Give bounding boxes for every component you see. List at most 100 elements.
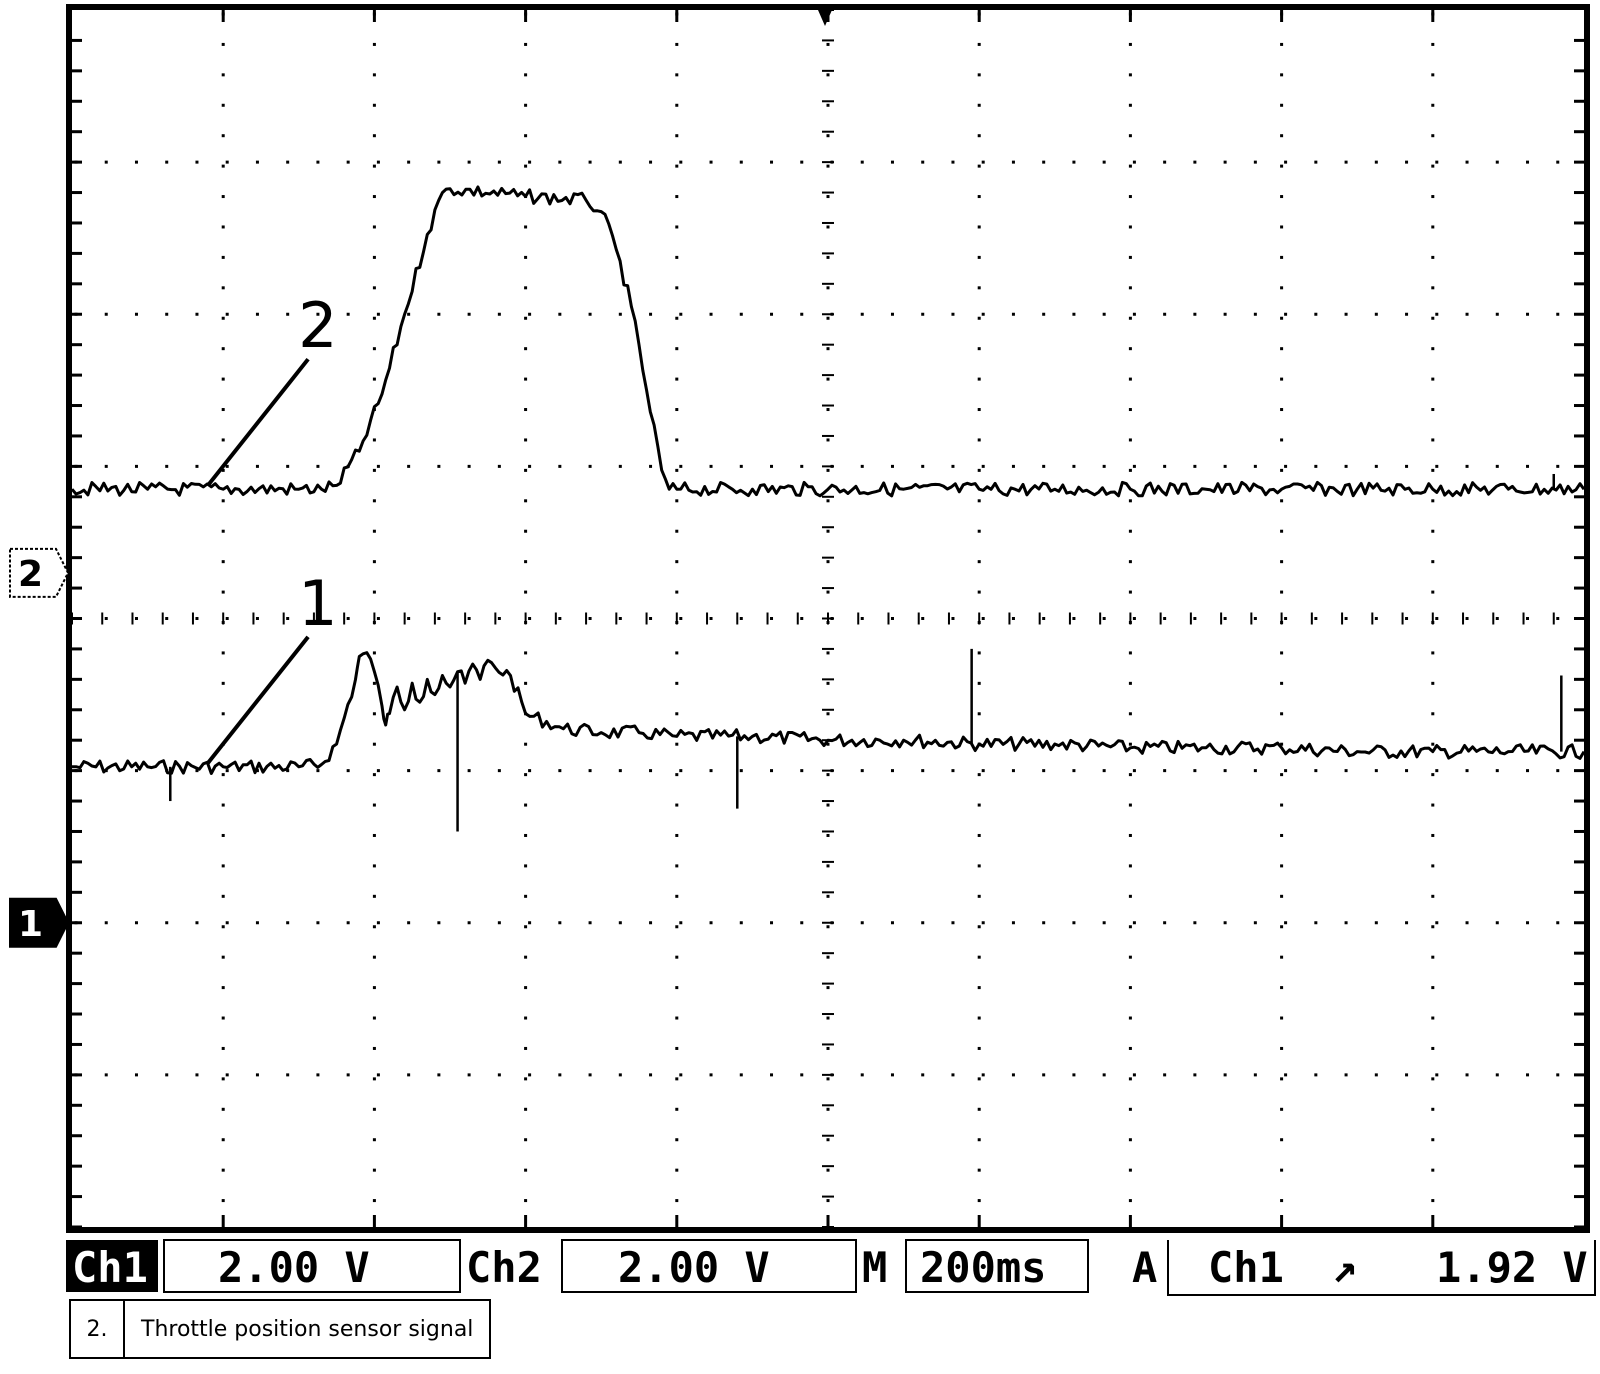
grid-dot	[1102, 312, 1106, 316]
grid-dot	[372, 1016, 376, 1020]
grid-dot	[221, 560, 225, 564]
grid-dot	[675, 255, 679, 259]
grid-dot	[165, 617, 169, 620]
grid-dot	[316, 769, 320, 773]
grid-dot	[528, 160, 532, 164]
grid-dot	[1431, 438, 1435, 442]
grid-dot	[1163, 312, 1167, 316]
grid-dot	[890, 160, 894, 164]
grid-dot	[286, 921, 290, 925]
trace-label-ch1: 1	[298, 567, 337, 640]
grid-dot	[558, 160, 562, 164]
grid-dot	[675, 103, 679, 107]
grid-dot	[1042, 464, 1046, 468]
grid-dot	[826, 164, 830, 168]
grid-dot	[104, 160, 108, 164]
grid-dot	[1465, 769, 1469, 773]
grid-dot	[1431, 255, 1435, 259]
grid-dot	[437, 769, 441, 773]
grid-dot	[524, 377, 528, 381]
grid-dot	[981, 921, 985, 925]
grid-dot	[675, 73, 679, 77]
grid-dot	[1072, 312, 1076, 316]
grid-dot	[1526, 464, 1530, 468]
grid-dot	[1102, 617, 1106, 620]
grid-dot	[1128, 195, 1132, 199]
grid-dot	[675, 560, 679, 564]
grid-dot	[1128, 255, 1132, 259]
grid-dot	[1314, 160, 1318, 164]
grid-dot	[1280, 925, 1284, 929]
grid-dot	[588, 617, 592, 620]
grid-dot	[1280, 408, 1284, 412]
grid-dot	[1128, 499, 1132, 503]
grid-dot	[372, 42, 376, 46]
grid-dot	[890, 769, 894, 773]
trace-label-leader-ch1	[206, 635, 310, 765]
grid-dot	[1465, 921, 1469, 925]
grid-dot	[1280, 742, 1284, 746]
grid-dot	[1072, 160, 1076, 164]
grid-dot	[528, 464, 532, 468]
grid-dot	[221, 712, 225, 716]
grid-dot	[407, 617, 411, 620]
grid-dot	[709, 1073, 713, 1077]
trace-ch1	[71, 651, 1586, 775]
grid-dot	[675, 1046, 679, 1050]
grid-dot	[286, 617, 290, 620]
grid-dot	[1011, 1073, 1015, 1077]
grid-dot	[372, 347, 376, 351]
grid-dot	[195, 312, 199, 316]
grid-dot	[221, 499, 225, 503]
grid-dot	[890, 464, 894, 468]
grid-dot	[221, 408, 225, 412]
grid-dot	[675, 164, 679, 168]
grid-dot	[977, 651, 981, 655]
grid-dot	[195, 921, 199, 925]
grid-dot	[1314, 312, 1318, 316]
grid-dot	[1405, 617, 1409, 620]
grid-dot	[372, 712, 376, 716]
grid-dot	[372, 742, 376, 746]
grid-dot	[467, 921, 471, 925]
grid-dot	[1344, 160, 1348, 164]
grid-dot	[316, 312, 320, 316]
grid-dot	[221, 1168, 225, 1172]
grid-dot	[1102, 464, 1106, 468]
grid-dot	[1128, 438, 1132, 442]
grid-dot	[255, 464, 259, 468]
grid-dot	[709, 160, 713, 164]
grid-dot	[977, 833, 981, 837]
grid-dot	[1435, 617, 1439, 620]
grid-dot	[826, 712, 830, 716]
grid-dot	[1405, 769, 1409, 773]
grid-dot	[221, 925, 225, 929]
grid-dot	[1280, 590, 1284, 594]
grid-dot	[524, 803, 528, 807]
grid-dot	[679, 921, 683, 925]
grid-dot	[372, 986, 376, 990]
grid-dot	[1431, 864, 1435, 868]
grid-dot	[1344, 464, 1348, 468]
grid-dot	[372, 1199, 376, 1203]
grid-dot	[1431, 590, 1435, 594]
grid-dot	[1128, 42, 1132, 46]
grid-dot	[524, 1199, 528, 1203]
grid-dot	[1495, 617, 1499, 620]
grid-dot	[1011, 617, 1015, 620]
grid-dot	[221, 1107, 225, 1111]
grid-dot	[675, 773, 679, 777]
grid-dot	[1128, 316, 1132, 320]
grid-dot	[826, 468, 830, 472]
grid-dot	[316, 921, 320, 925]
grid-dot	[770, 312, 774, 316]
grid-dot	[1042, 921, 1046, 925]
grid-dot	[588, 160, 592, 164]
grid-dot	[770, 464, 774, 468]
grid-dot	[826, 1046, 830, 1050]
grid-dot	[709, 312, 713, 316]
grid-dot	[524, 681, 528, 685]
grid-dot	[981, 617, 985, 620]
grid-dot	[675, 1199, 679, 1203]
status-bar: Ch1 2.00 V Ch2 2.00 V M 200ms A Ch1 ↗ 1.…	[66, 1239, 1596, 1296]
